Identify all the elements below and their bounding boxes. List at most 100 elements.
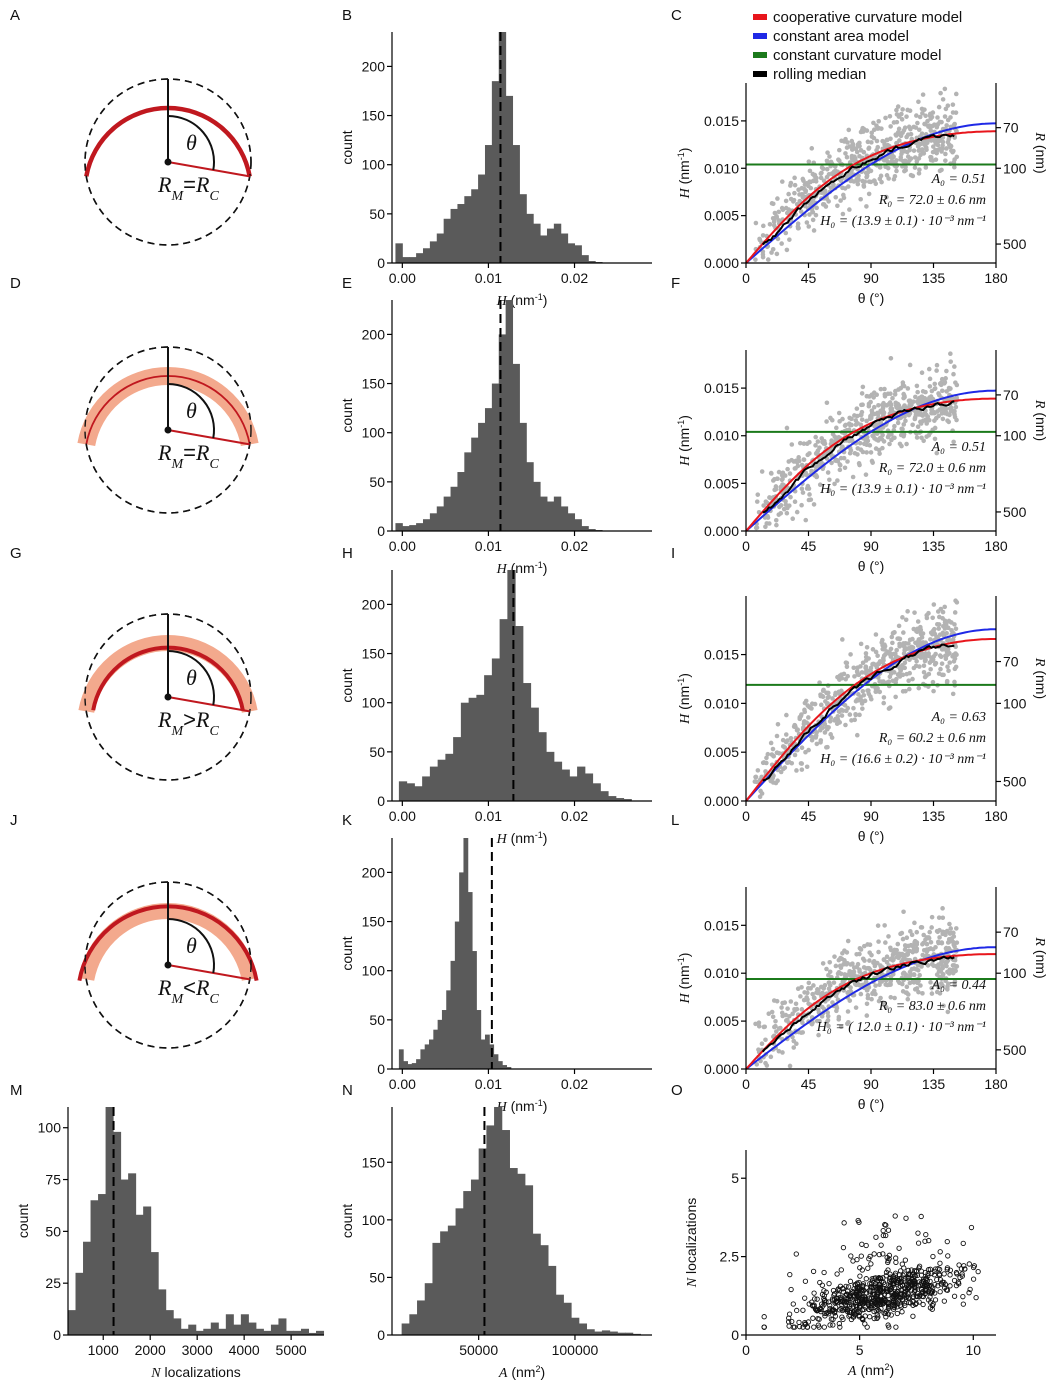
scatter-point (952, 164, 957, 170)
scatter-point (886, 934, 891, 939)
scatter-point (929, 1306, 935, 1312)
scatter-point (902, 403, 907, 408)
histogram-bar (316, 1330, 325, 1335)
scatter-point (947, 660, 953, 665)
scatter-point (943, 656, 949, 662)
scatter-point (824, 419, 829, 424)
x-tick-label-0: 0 (742, 538, 750, 554)
scatter-point (805, 483, 811, 489)
histogram-bar (569, 776, 578, 801)
scatter-point (907, 657, 912, 663)
relation-right: R (195, 975, 210, 1000)
scatter-point (874, 422, 880, 428)
scatter-point (940, 416, 946, 422)
scatter-point (869, 1276, 875, 1282)
scatter-point (908, 172, 914, 178)
y-tick-label-0.01: 0.010 (704, 428, 739, 444)
histogram-bar (578, 1323, 588, 1335)
scatter-point (847, 712, 853, 717)
scatter-point (873, 991, 878, 997)
x-axis-label: N localizations (150, 1364, 241, 1381)
scatter-point (788, 196, 794, 202)
scatter-point (950, 102, 956, 107)
scatter-point (903, 688, 908, 694)
scatter-point (895, 420, 901, 426)
scatter-point (932, 386, 937, 392)
scatter-point (953, 926, 959, 931)
scatter-point (923, 937, 928, 943)
scatter-point (953, 404, 959, 410)
scatter-point (914, 1293, 921, 1299)
label-sup: -1 (676, 152, 686, 160)
scatter-point (857, 1300, 863, 1307)
scatter-point (918, 1272, 924, 1278)
scatter-point (886, 176, 891, 181)
panel-letter: M (10, 1082, 23, 1099)
fit-annotation: A₀ = 0.51 (931, 440, 986, 455)
scatter-point (768, 778, 774, 784)
label-unit: (nm (676, 160, 692, 188)
scatter-point (932, 381, 938, 387)
fit-annotation: R₀ = 72.0 ± 0.6 nm (878, 193, 986, 208)
scatter-point (855, 1217, 861, 1224)
scatter-point (875, 410, 880, 416)
label-sup: -1 (676, 678, 686, 686)
scatter-point (813, 179, 819, 184)
scatter-point (903, 418, 908, 424)
scatter-point (813, 733, 819, 738)
scatter-point (930, 158, 936, 163)
scatter-point (753, 525, 759, 531)
scatter-point (942, 114, 948, 119)
histogram-bar (476, 694, 485, 801)
scatter-point (926, 610, 931, 616)
scatter-point (922, 121, 927, 127)
y-tick-label-100: 100 (362, 695, 386, 711)
label-sup: 2 (884, 1362, 889, 1372)
histogram-bar (512, 363, 520, 531)
scatter-point (811, 1290, 817, 1296)
scatter-point (920, 1289, 926, 1296)
scatter-point (931, 144, 936, 149)
histogram-bar (515, 626, 524, 801)
scatter-point (948, 926, 954, 931)
scatter-point (806, 224, 812, 229)
scatter-point (780, 737, 786, 743)
label-unit: (nm (676, 965, 692, 993)
scatter-point (939, 404, 945, 410)
panel-letter: H (342, 545, 353, 562)
scatter-point (837, 720, 843, 725)
scatter-point (860, 1283, 866, 1290)
scatter-point (952, 121, 958, 127)
scatter-point (932, 1281, 938, 1288)
y-tick-label-0.015: 0.015 (704, 647, 739, 663)
scatter-point (920, 413, 926, 418)
scatter-point (775, 778, 780, 784)
scatter-point (818, 171, 824, 176)
scatter-point (812, 172, 818, 178)
scatter-point (811, 1296, 818, 1302)
scatter-point (923, 657, 928, 663)
scatter-point (863, 651, 869, 656)
scatter-point (880, 1227, 886, 1234)
scatter-point (914, 658, 919, 664)
histogram-bar (455, 1208, 464, 1335)
scatter-point (786, 1311, 793, 1317)
scatter-point (934, 362, 940, 368)
histogram-bar (519, 422, 527, 531)
scatter-point (871, 135, 877, 141)
histogram-bar (478, 174, 486, 263)
scatter-point (757, 236, 762, 242)
histogram-bar (453, 737, 462, 801)
histogram-bar (581, 255, 589, 263)
scatter-point (828, 185, 834, 191)
scatter-point (837, 1283, 844, 1289)
scatter-point (775, 722, 781, 727)
scatter-point (920, 631, 926, 636)
scatter-point (940, 616, 945, 621)
label-sup: -1 (676, 420, 686, 428)
histogram-bar (416, 253, 424, 263)
scatter-point (888, 994, 894, 1000)
